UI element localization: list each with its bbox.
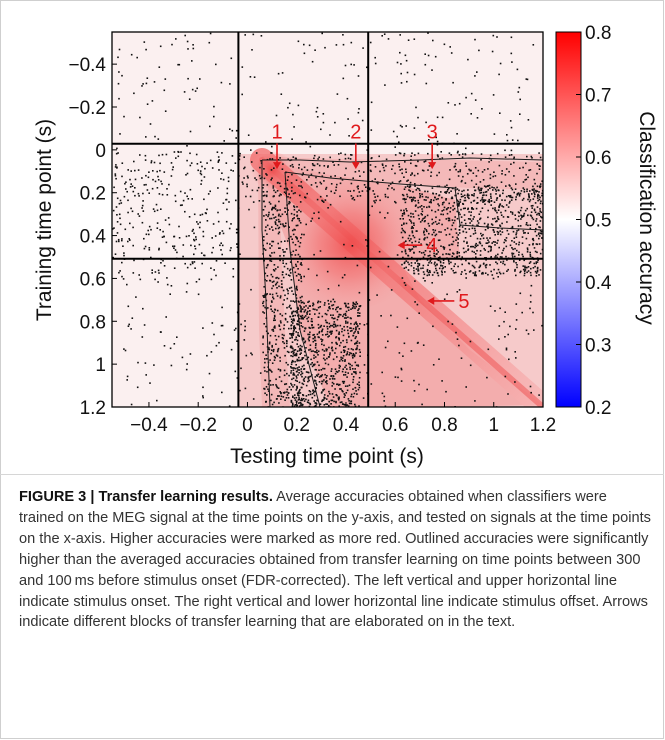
heatmap-sig-block-left: [258, 162, 290, 407]
x-tick-label: 0.4: [333, 415, 360, 436]
y-tick-label: 1.2: [80, 398, 106, 419]
annotation-arrow-5: 5: [427, 291, 469, 313]
annotation-arrow-2: 2: [350, 121, 361, 170]
annotation-arrow-1: 1: [271, 121, 283, 170]
x-tick-label: −0.4: [130, 415, 168, 436]
x-axis-ticks: −0.4 −0.2 0 0.2 0.4 0.6 0.8 1 1.2: [130, 402, 556, 436]
y-tick-label: 0.8: [80, 312, 106, 333]
colorbar-ticks: 0.8 0.7 0.6 0.5 0.4 0.3 0.2: [576, 23, 612, 419]
significance-speckle: [112, 32, 543, 407]
stimulus-reference-lines: [112, 32, 543, 407]
x-axis-label: Testing time point (s): [230, 445, 424, 468]
colorbar-tick-label: 0.2: [585, 398, 611, 419]
y-tick-label: 1: [95, 355, 106, 376]
annotation-label: 3: [427, 121, 438, 143]
colorbar-tick-label: 0.8: [585, 23, 611, 44]
x-tick-label: 1.2: [530, 415, 556, 436]
x-tick-label: −0.2: [179, 415, 217, 436]
colorbar-tick-label: 0.6: [585, 148, 611, 169]
y-tick-label: 0.2: [80, 184, 106, 205]
annotation-arrow-4: 4: [397, 235, 437, 257]
annotation-label: 5: [458, 291, 469, 313]
y-tick-label: 0: [95, 141, 106, 162]
colorbar-tick-label: 0.3: [585, 336, 611, 357]
annotation-label: 2: [350, 121, 361, 143]
caption-divider: [0, 474, 664, 475]
annotation-label: 1: [271, 121, 282, 143]
y-axis-label: Training time point (s): [33, 119, 56, 321]
y-tick-label: −0.4: [68, 55, 106, 76]
significance-contour: [261, 157, 543, 407]
figure-caption: FIGURE 3 | Transfer learning results. Av…: [19, 487, 651, 633]
y-axis-ticks: −0.4 −0.2 0 0.2 0.4 0.6 0.8 1 1.2: [68, 55, 117, 419]
colorbar-tick-label: 0.4: [585, 273, 612, 294]
x-tick-label: 0.8: [431, 415, 457, 436]
x-tick-label: 0.6: [382, 415, 408, 436]
caption-body: Average accuracies obtained when classif…: [19, 489, 651, 631]
figure-chart: −0.4 −0.2 0 0.2 0.4 0.6 0.8 1 1.2 −0.4−0.200.20.…: [33, 23, 658, 468]
y-tick-label: −0.2: [68, 98, 106, 119]
colorbar-label: Classification accuracy: [635, 111, 658, 325]
annotation-arrows: 1 2 3 4 5: [271, 121, 469, 312]
colorbar-tick-label: 0.5: [585, 211, 611, 232]
plot-frame: [111, 31, 544, 408]
annotation-arrow-3: 3: [427, 121, 438, 170]
annotation-label: 4: [426, 235, 437, 257]
y-tick-label: 0.4: [80, 227, 107, 248]
x-tick-label: 1: [488, 415, 499, 436]
x-tick-label: 0.2: [284, 415, 310, 436]
colorbar-tick-label: 0.7: [585, 86, 611, 107]
y-tick-label: 0.6: [80, 269, 106, 290]
x-tick-label: 0: [242, 415, 253, 436]
caption-title: FIGURE 3 | Transfer learning results.: [19, 489, 273, 505]
